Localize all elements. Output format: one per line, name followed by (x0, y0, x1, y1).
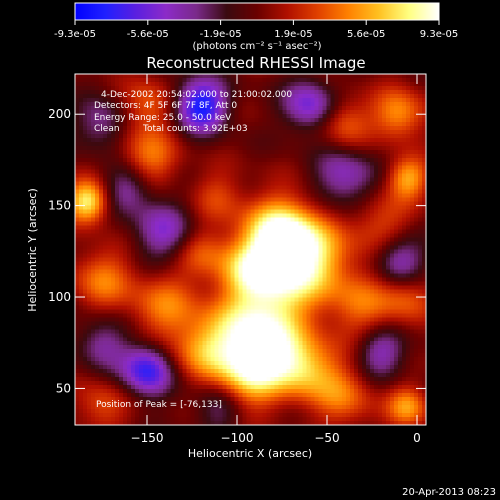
heatmap-image (75, 74, 426, 425)
colorbar-tick-label: -9.3e-05 (54, 29, 96, 40)
colorbar-ticks: -9.3e-05 -5.6e-05 -1.9e-05 1.9e-05 5.6e-05 9.… (54, 20, 458, 40)
colorbar-tick-label: 9.3e-05 (420, 29, 458, 40)
y-axis-ticks: 50 100 150 200 (48, 107, 426, 395)
y-axis-label: Heliocentric Y (arcsec) (26, 188, 39, 312)
y-tick-label: 200 (48, 107, 71, 121)
colorbar-tick-label: 1.9e-05 (274, 29, 312, 40)
annotation-peak-position: Position of Peak = [-76,133] (96, 400, 222, 410)
y-tick-label: 50 (56, 381, 71, 395)
colorbar-unit-label: (photons cm⁻² s⁻¹ asec⁻²) (192, 41, 321, 52)
annotation-counts: Total counts: 3.92E+03 (142, 124, 248, 134)
chart-title: Reconstructed RHESSI Image (146, 54, 365, 72)
colorbar-tick-label: -1.9e-05 (200, 29, 242, 40)
annotation-clean: Clean (94, 124, 120, 134)
annotation-detectors: Detectors: 4F 5F 6F 7F 8F, Att 0 (94, 101, 237, 111)
x-tick-label: 0 (413, 431, 421, 445)
x-tick-label: −50 (314, 431, 339, 445)
annotation-energy: Energy Range: 25.0 - 50.0 keV (94, 113, 232, 123)
footer-date: 20-Apr-2013 08:23 (402, 487, 496, 498)
x-tick-label: −150 (131, 431, 164, 445)
y-tick-label: 150 (48, 199, 71, 213)
colorbar (74, 2, 440, 21)
annotation-time: 4-Dec-2002 20:54:02.000 to 21:00:02.000 (101, 90, 292, 100)
y-tick-label: 100 (48, 290, 71, 304)
colorbar-tick-label: -5.6e-05 (127, 29, 169, 40)
colorbar-tick-label: 5.6e-05 (347, 29, 385, 40)
x-tick-label: −100 (221, 431, 254, 445)
x-axis-ticks: −150 −100 −50 0 (131, 74, 421, 445)
x-axis-label: Heliocentric X (arcsec) (188, 447, 312, 460)
plot-frame (74, 73, 427, 426)
